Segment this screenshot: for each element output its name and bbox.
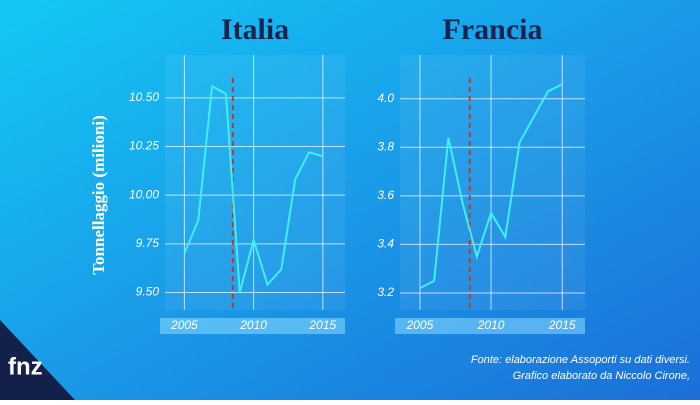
- x-axis-band: [160, 318, 345, 334]
- y-tick-label: 9.75: [136, 236, 160, 250]
- x-tick-label: 2005: [406, 318, 434, 332]
- y-tick-label: 10.00: [129, 187, 159, 201]
- source: Fonte: elaborazione Assoporti su dati di…: [471, 354, 690, 366]
- x-tick-label: 2005: [170, 318, 198, 332]
- credit: Grafico elaborato da Niccolo Cirone,: [513, 370, 690, 382]
- logo-corner: [0, 320, 75, 400]
- x-tick-label: 2010: [477, 318, 505, 332]
- data-line: [419, 83, 563, 290]
- y-tick-label: 3.4: [377, 237, 394, 251]
- logo: fnz: [8, 353, 43, 380]
- y-tick-label: 10.50: [129, 90, 159, 104]
- y-tick-label: 3.6: [377, 188, 394, 202]
- x-tick-label: 2015: [548, 318, 576, 332]
- y-tick-label: 4.0: [377, 91, 394, 105]
- y-tick-label: 10.25: [129, 139, 159, 153]
- x-tick-label: 2015: [308, 318, 336, 332]
- y-tick-label: 3.8: [377, 139, 394, 153]
- x-axis-band: [395, 318, 585, 334]
- y-tick-label: 3.2: [377, 285, 394, 299]
- y-tick-label: 9.50: [136, 285, 160, 299]
- x-tick-label: 2010: [239, 318, 267, 332]
- data-line: [183, 84, 324, 293]
- plot-area: [400, 55, 585, 310]
- chart-title: Italia: [221, 13, 289, 46]
- chart-title: Francia: [443, 13, 543, 46]
- plot-area: [165, 55, 345, 310]
- y-axis-label: Tonnellaggio (milioni): [89, 115, 108, 274]
